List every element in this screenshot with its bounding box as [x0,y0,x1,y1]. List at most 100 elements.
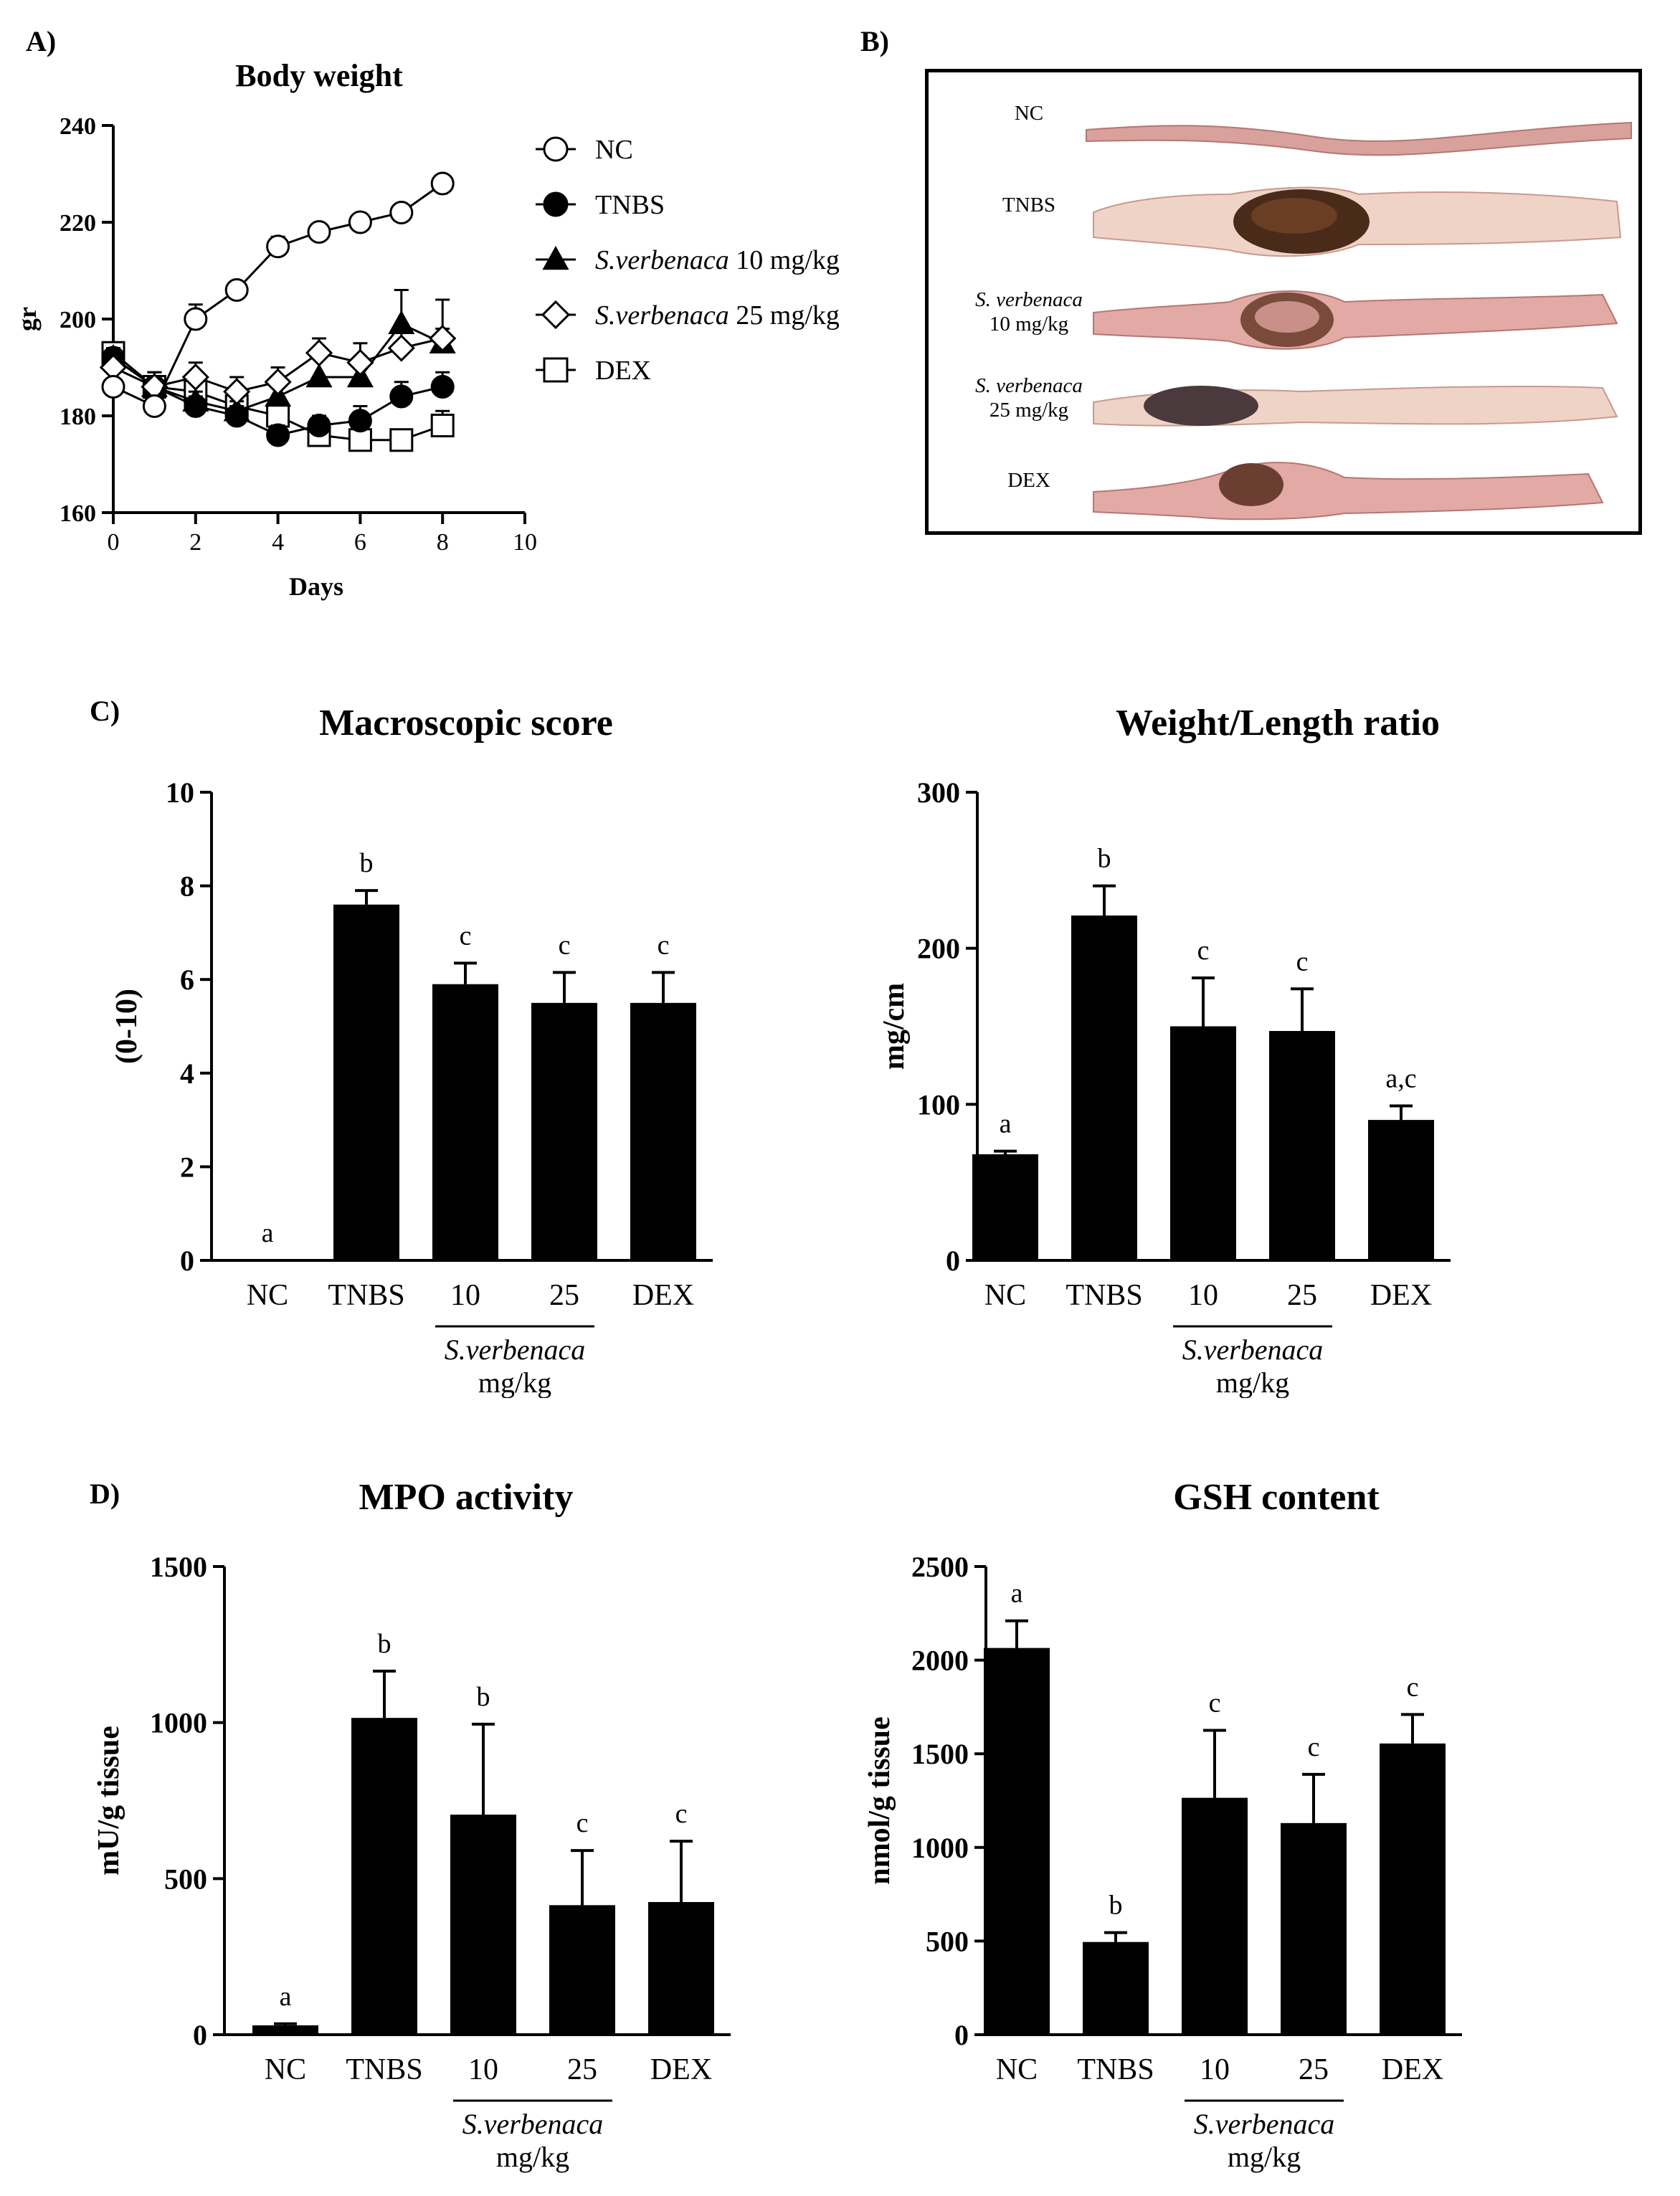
data-point [182,387,209,412]
data-point [266,423,290,447]
x-tick-label: NC [996,2053,1038,2086]
data-point [266,234,290,259]
bar-10 [1170,1026,1236,1260]
panel-label-d: D) [90,1478,120,1510]
significance-letter: c [1197,936,1210,966]
chart-title: Body weight [235,58,403,93]
photo-label-sv10: S. verbenaca 10 mg/kg [975,288,1083,336]
x-tick-label: 6 [354,529,366,556]
significance-letter: c [1308,1732,1320,1762]
bar-25 [1281,1822,1347,2035]
bar-dex [648,1901,714,2035]
data-point [264,368,292,396]
x-tick-label: 10 [1188,1279,1218,1312]
chart-title: MPO activity [359,1477,574,1518]
group-label: S.verbenaca [462,2108,604,2140]
bar-10 [450,1815,516,2035]
series-0 [101,171,455,418]
y-tick-label: 2 [180,1151,194,1183]
x-tick-label: 4 [272,529,284,556]
data-point [348,409,372,433]
significance-letter: b [1109,1891,1123,1921]
data-point [389,384,414,409]
y-axis-label: nmol/g tissue [863,1716,896,1885]
x-tick-label: 10 [450,1279,480,1312]
data-point [305,363,333,388]
data-point [305,339,333,367]
y-tick-label: 6 [180,964,194,996]
x-tick-label: DEX [1370,1279,1432,1312]
significance-letter: c [675,1799,688,1829]
significance-letter: c [460,921,472,951]
y-axis-label: mU/g tissue [92,1726,125,1876]
y-tick-label: 8 [180,870,194,903]
legend-name: NC [595,135,633,165]
y-tick-label: 500 [926,1925,969,1957]
group-unit: mg/kg [1216,1366,1289,1398]
legend-marker [541,300,571,330]
y-tick-label: 160 [60,500,96,527]
data-point [346,348,374,376]
group-label: S.verbenaca [1194,2108,1335,2140]
photo-label-sv25: S. verbenaca 25 mg/kg [975,374,1083,422]
significance-letter: a [262,1218,274,1248]
colon-photo-panel: NC TNBS S. verbenaca 10 mg/kg S. verbenac… [925,69,1642,535]
significance-letter: b [378,1629,391,1659]
legend-name: TNBS [595,190,665,220]
significance-letter: c [1407,1672,1419,1702]
group-unit: mg/kg [478,1366,551,1398]
gsh-content-chart: GSH content 0 500 1000 1500 2000 2500 nmol/g ti… [863,1477,1462,2173]
data-point [307,220,331,244]
bar-dex [1380,1743,1446,2035]
significance-letter: c [1209,1688,1221,1719]
x-tick-label: TNBS [1077,2053,1154,2086]
group-label: S.verbenaca [1182,1334,1324,1366]
significance-letter: a [1011,1579,1023,1609]
legend-name-italic: S.verbenaca [595,300,729,331]
significance-letter: b [1098,844,1111,874]
y-tick-label: 1000 [150,1707,207,1739]
bar-25 [549,1905,615,2035]
panel-label-c: C) [90,695,120,727]
x-tick-label: NC [265,2053,306,2086]
y-tick-label: 0 [954,2019,969,2051]
significance-letter: c [576,1808,589,1838]
data-point [223,378,251,406]
bar-tnbs [1071,915,1137,1260]
y-tick-label: 1000 [911,1832,969,1864]
y-tick-label: 200 [60,307,96,333]
x-tick-label: DEX [1382,2053,1443,2086]
x-tick-label: 25 [1287,1279,1317,1312]
y-axis-label: gr [13,307,42,331]
chart-title: Macroscopic score [319,703,613,743]
y-axis-label: mg/cm [878,983,911,1070]
y-tick-label: 1500 [150,1551,207,1583]
mpo-activity-chart: MPO activity 0 500 1000 1500 mU/g tissue a NC b T… [92,1477,731,2173]
x-tick-label: 2 [189,529,201,556]
bar-nc [984,1648,1050,2035]
y-tick-label: 220 [60,210,96,237]
x-tick-label: 25 [549,1279,579,1312]
colon-specimen-tnbs [1093,186,1622,257]
data-point [429,324,457,353]
x-tick-label: 0 [108,529,120,556]
macroscopic-score-chart: Macroscopic score 0 2 4 6 8 10 (0-10) a NC b TNBS c 1… [110,703,713,1398]
x-tick-label: 10 [468,2053,498,2086]
colon-specimen-nc [1086,121,1632,156]
legend-marker [542,245,569,270]
group-label: S.verbenaca [445,1334,586,1366]
x-tick-label: 10 [513,529,537,556]
x-tick-label: 25 [1299,2053,1329,2086]
colon-specimen-sv25 [1093,385,1618,427]
legend-label: S.verbenaca 10 mg/kg [595,245,840,275]
significance-letter: a,c [1385,1064,1416,1094]
y-tick-label: 300 [917,776,960,809]
panel-label-a: A) [26,25,57,57]
chart-title: Weight/Length ratio [1116,703,1440,743]
x-tick-label: TNBS [346,2053,422,2086]
photo-label-nc: NC [1014,102,1044,125]
data-point [223,397,250,422]
x-tick-label: 25 [567,2053,597,2086]
significance-letter: c [658,930,670,960]
data-point [101,375,125,399]
